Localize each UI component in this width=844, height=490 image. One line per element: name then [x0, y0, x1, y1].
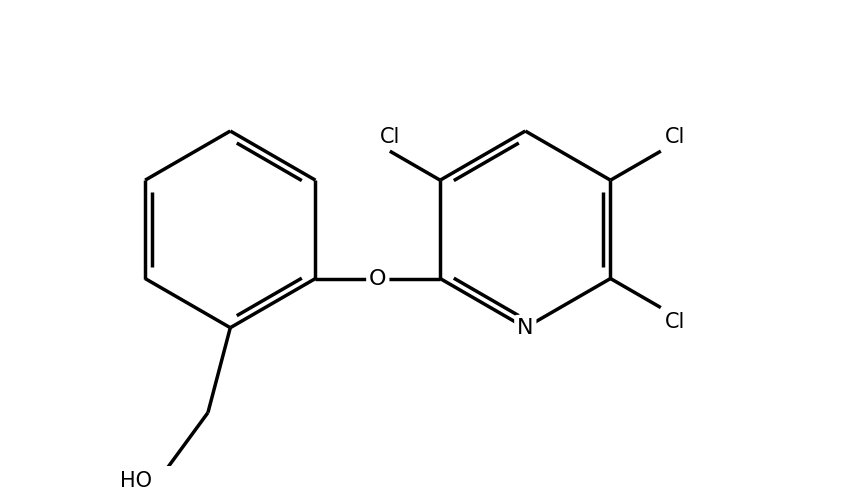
Text: Cl: Cl	[379, 127, 399, 147]
Text: O: O	[369, 269, 386, 289]
Text: HO: HO	[120, 471, 151, 490]
Text: N: N	[517, 318, 533, 338]
Text: Cl: Cl	[664, 312, 684, 332]
Text: Cl: Cl	[664, 127, 684, 147]
